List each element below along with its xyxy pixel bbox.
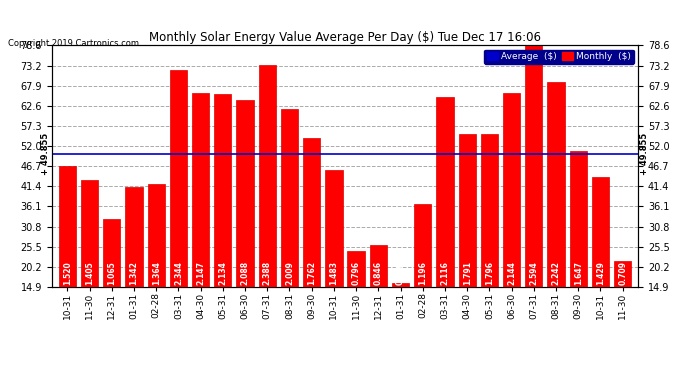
Text: + 49.855: + 49.855 bbox=[640, 133, 649, 175]
Text: 1.762: 1.762 bbox=[307, 261, 316, 285]
Text: 2.088: 2.088 bbox=[241, 261, 250, 285]
Bar bbox=[459, 135, 476, 344]
Text: 1.520: 1.520 bbox=[63, 261, 72, 285]
Text: 2.594: 2.594 bbox=[529, 261, 538, 285]
Text: 2.144: 2.144 bbox=[507, 261, 516, 285]
Text: 1.342: 1.342 bbox=[130, 261, 139, 285]
Text: 2.009: 2.009 bbox=[285, 261, 294, 285]
Text: 1.791: 1.791 bbox=[463, 261, 472, 285]
Bar bbox=[81, 180, 98, 344]
Bar bbox=[103, 219, 120, 344]
Bar bbox=[59, 166, 76, 344]
Text: 2.116: 2.116 bbox=[440, 261, 449, 285]
Text: 2.388: 2.388 bbox=[263, 261, 272, 285]
Bar bbox=[592, 177, 609, 344]
Text: 1.196: 1.196 bbox=[418, 261, 427, 285]
Text: 0.709: 0.709 bbox=[618, 261, 627, 285]
Text: 2.134: 2.134 bbox=[218, 261, 227, 285]
Bar bbox=[237, 100, 254, 344]
Bar bbox=[192, 93, 209, 344]
Bar bbox=[525, 40, 542, 344]
Text: 1.796: 1.796 bbox=[485, 261, 494, 285]
Bar bbox=[481, 134, 498, 344]
Bar bbox=[570, 151, 587, 344]
Bar bbox=[547, 82, 564, 344]
Text: 2.147: 2.147 bbox=[196, 261, 205, 285]
Title: Monthly Solar Energy Value Average Per Day ($) Tue Dec 17 16:06: Monthly Solar Energy Value Average Per D… bbox=[149, 31, 541, 44]
Bar bbox=[614, 261, 631, 344]
Bar bbox=[414, 204, 431, 344]
Text: 1.429: 1.429 bbox=[596, 261, 605, 285]
Text: 2.242: 2.242 bbox=[551, 261, 560, 285]
Text: 1.364: 1.364 bbox=[152, 261, 161, 285]
Text: 1.647: 1.647 bbox=[574, 261, 583, 285]
Text: 0.846: 0.846 bbox=[374, 261, 383, 285]
Bar bbox=[370, 245, 387, 344]
Bar bbox=[348, 251, 365, 344]
Bar bbox=[214, 94, 231, 344]
Text: 1.065: 1.065 bbox=[107, 261, 116, 285]
Bar bbox=[259, 65, 276, 344]
Bar bbox=[392, 283, 409, 344]
Text: 1.483: 1.483 bbox=[329, 261, 338, 285]
Bar bbox=[503, 93, 520, 344]
Bar bbox=[170, 70, 187, 344]
Bar bbox=[126, 187, 143, 344]
Bar bbox=[148, 184, 165, 344]
Text: 1.405: 1.405 bbox=[85, 261, 94, 285]
Text: 2.344: 2.344 bbox=[174, 261, 183, 285]
Bar bbox=[281, 109, 298, 344]
Bar bbox=[325, 170, 342, 344]
Bar bbox=[436, 96, 453, 344]
Text: + 49.855: + 49.855 bbox=[41, 133, 50, 175]
Bar bbox=[303, 138, 320, 344]
Text: 0.520: 0.520 bbox=[396, 261, 405, 285]
Legend: Average  ($), Monthly  ($): Average ($), Monthly ($) bbox=[484, 50, 633, 64]
Text: 0.796: 0.796 bbox=[352, 261, 361, 285]
Text: Copyright 2019 Cartronics.com: Copyright 2019 Cartronics.com bbox=[8, 39, 139, 48]
